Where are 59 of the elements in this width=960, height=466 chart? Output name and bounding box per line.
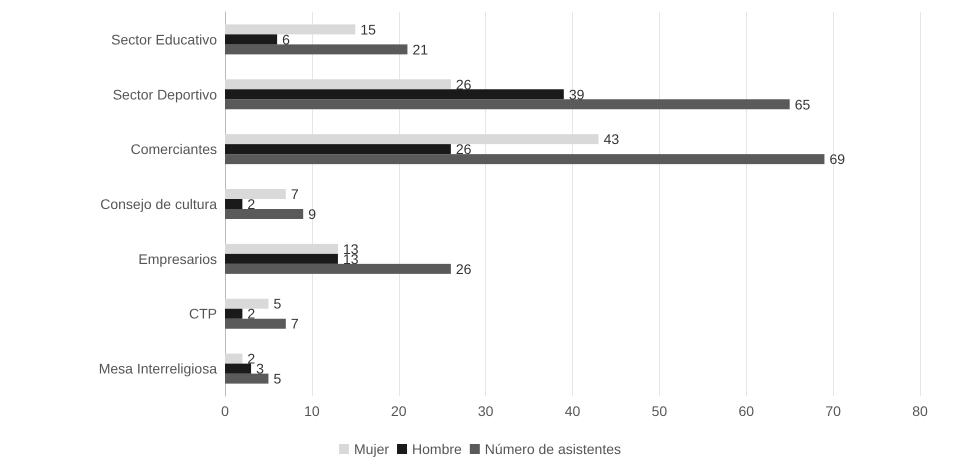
y-tick-label: Mesa Interreligiosa [98,360,218,377]
bar [225,298,268,309]
bar [225,264,451,274]
y-tick-label: CTP [189,306,217,322]
data-label: 2 [247,306,256,322]
legend-label: Hombre [412,441,462,457]
bar [225,364,252,374]
x-tick-label: 0 [221,403,230,419]
data-label: 2 [247,350,256,367]
data-label: 65 [794,96,810,112]
data-label: 26 [456,76,472,92]
data-label: 69 [829,151,846,168]
x-tick-label: 40 [564,403,580,419]
data-label: 5 [273,370,282,387]
data-label: 7 [290,186,299,202]
bar [225,34,278,44]
bar [225,79,451,90]
bar [225,254,338,264]
bar [225,89,564,100]
bar [225,374,268,384]
bar [225,318,286,329]
data-label: 3 [256,360,264,377]
bar [225,199,242,209]
y-tick-label: Comerciantes [130,141,217,158]
data-label: 39 [568,86,585,102]
x-tick-label: 50 [652,403,668,419]
x-tick-label: 10 [304,403,320,419]
data-label: 26 [456,141,472,158]
y-tick-label: Consejo de cultura [100,196,218,212]
data-label: 6 [282,31,290,48]
data-label: 21 [412,41,428,58]
data-label: 5 [273,296,282,312]
bar [225,209,304,219]
bar [225,144,451,154]
bar [225,44,408,54]
data-label: 7 [290,316,299,332]
bar [225,308,242,319]
x-tick-label: 60 [738,403,754,419]
bar [225,24,356,34]
bar [225,244,338,254]
x-tick-label: 80 [912,403,928,419]
bar [225,134,599,144]
data-label: 43 [604,131,620,148]
y-tick-label: Sector Educativo [111,31,218,48]
bar [225,154,824,164]
data-label: 26 [456,260,472,277]
x-tick-label: 30 [478,403,494,419]
data-label: 9 [308,206,316,222]
x-tick-label: 70 [825,403,842,419]
legend-label: Número de asistentes [484,441,621,457]
bar [225,189,286,199]
y-tick-label: Sector Deportivo [112,86,218,102]
data-label: 15 [360,21,376,38]
bar [225,99,790,110]
data-label: 2 [247,196,256,212]
legend-label: Mujer [354,441,390,457]
x-tick-label: 20 [390,403,407,419]
y-tick-label: Empresarios [138,250,217,267]
bar [225,354,242,364]
